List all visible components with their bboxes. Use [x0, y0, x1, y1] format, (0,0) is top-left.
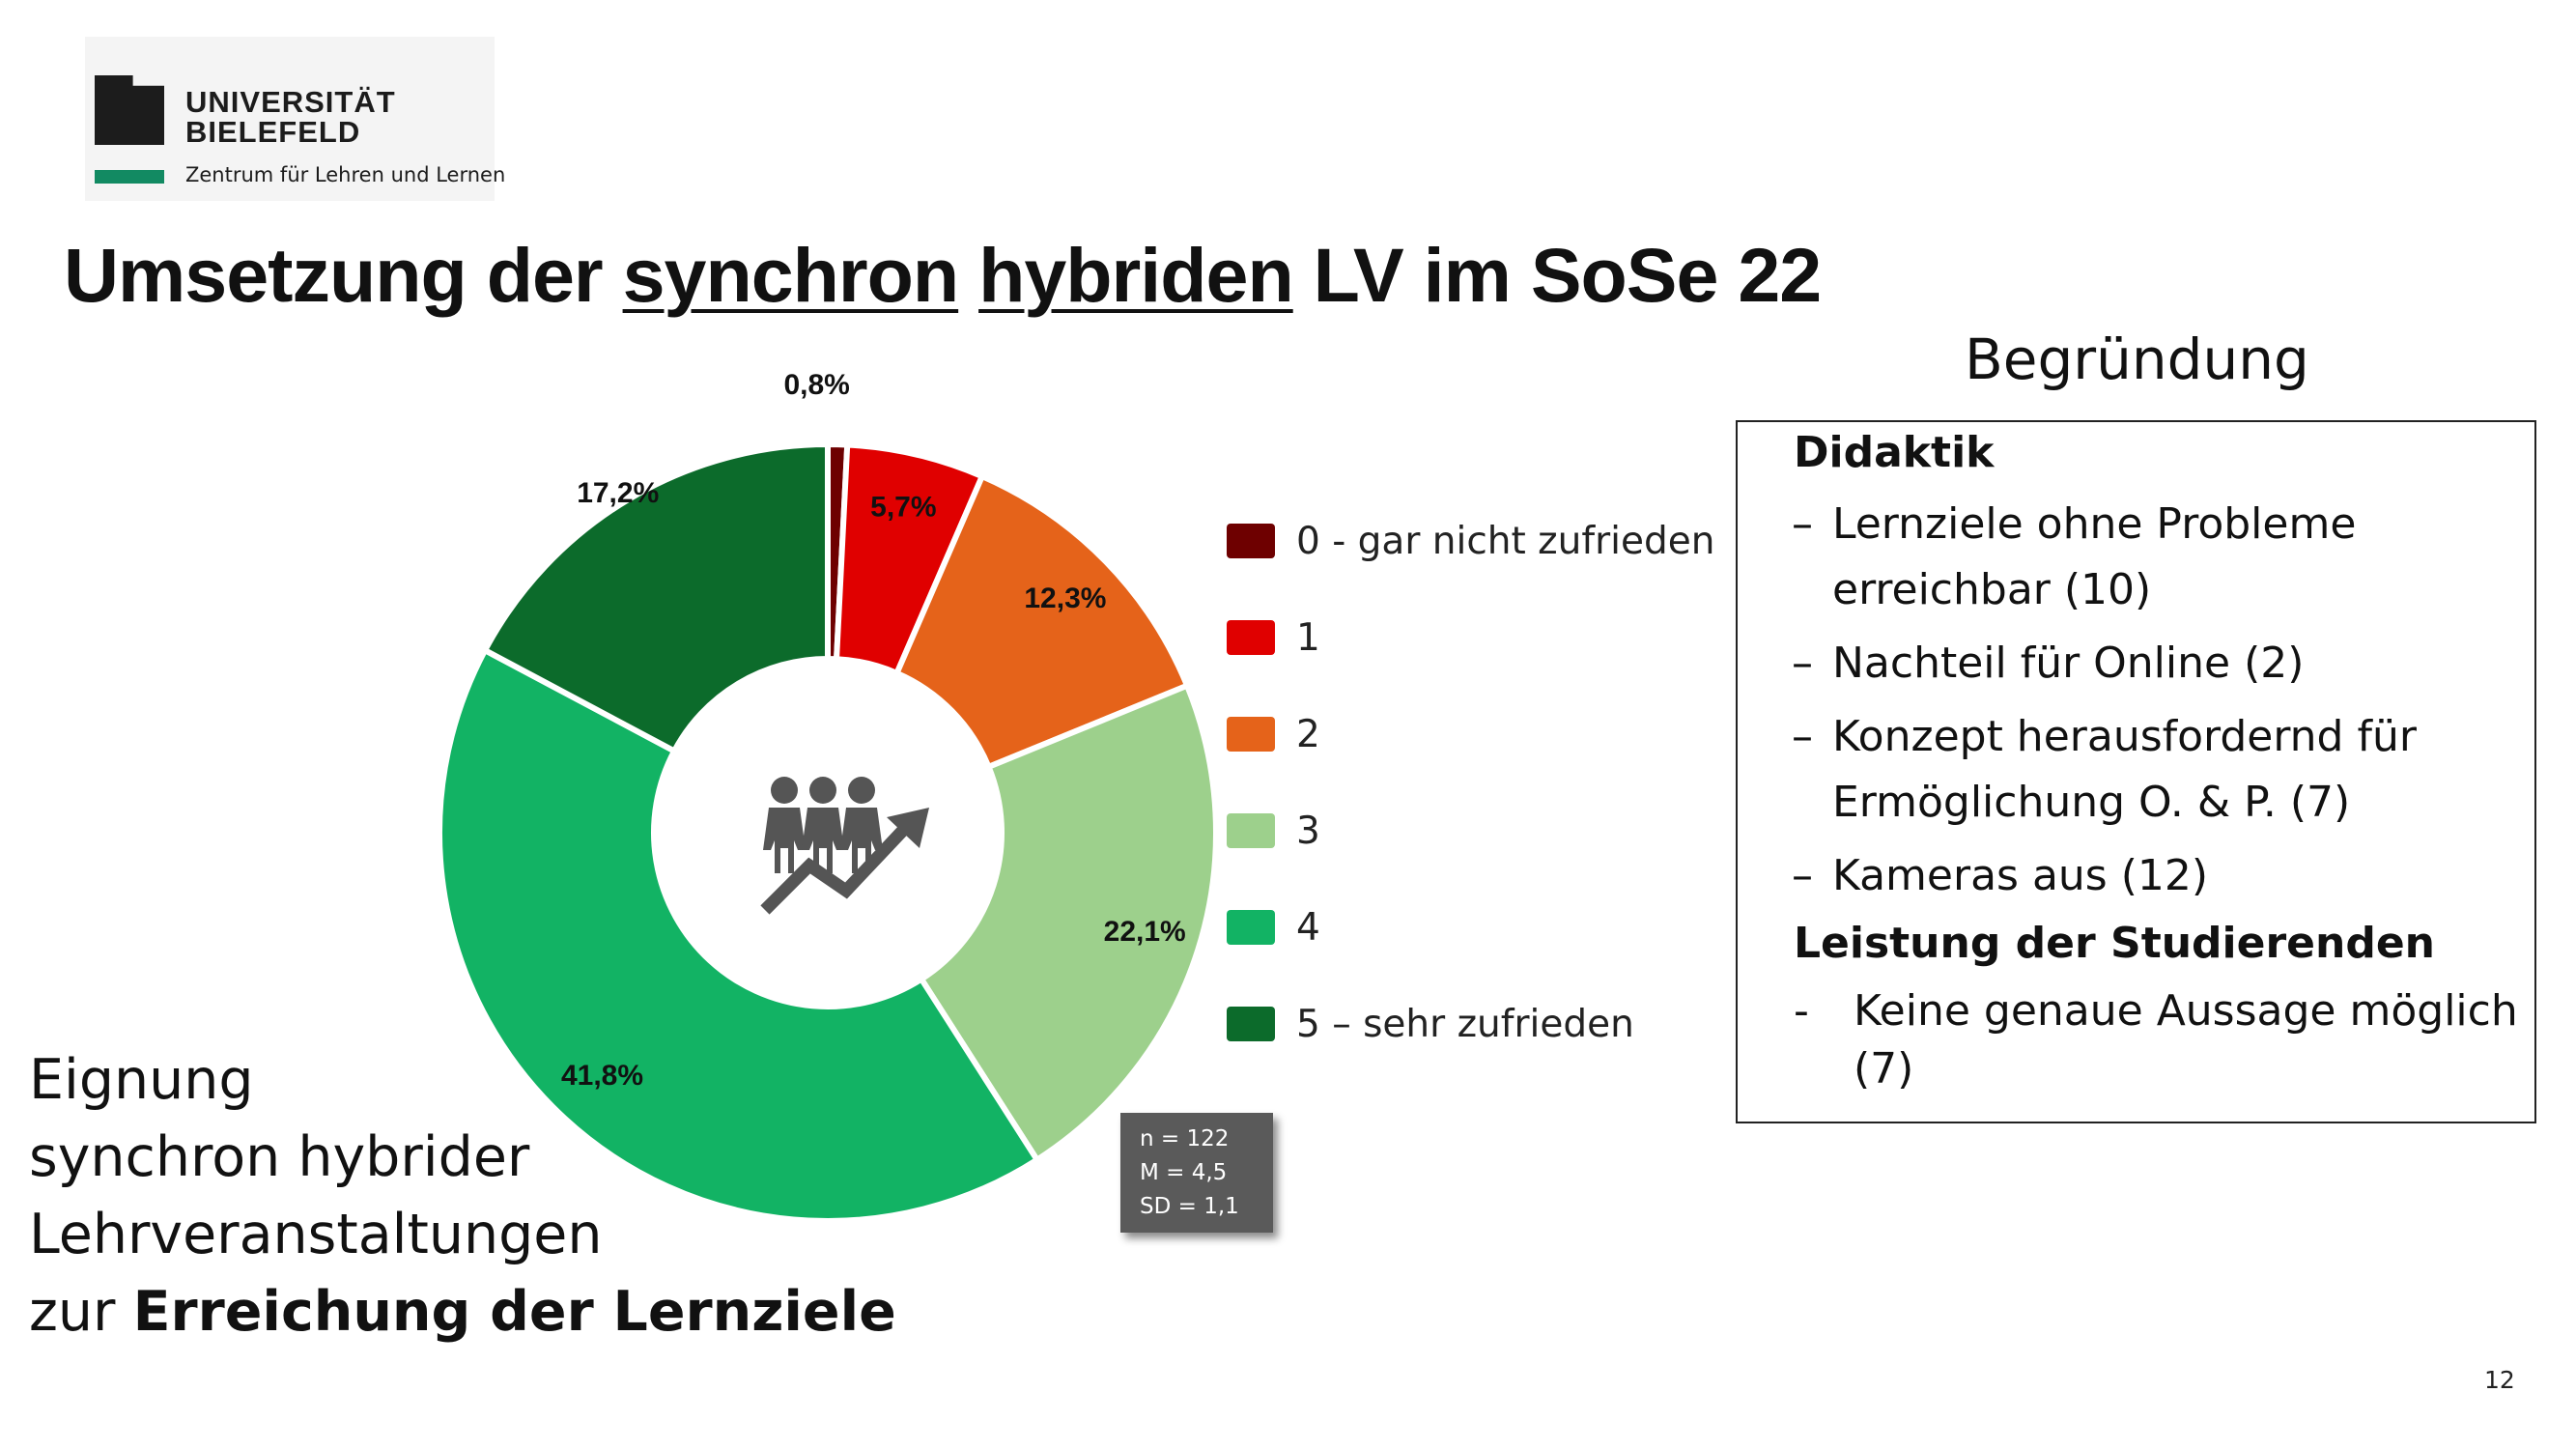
logo-name: UNIVERSITÄT BIELEFELD: [185, 87, 396, 147]
donut-slice-4: [437, 646, 1041, 1224]
caption-line3: Lehrveranstaltungen: [29, 1203, 603, 1266]
reason-item-4-line1: Kameras aus (12): [1832, 851, 2209, 900]
legend-swatch: [1227, 813, 1275, 848]
data-label-1: 5,7%: [870, 492, 936, 524]
donut-slices: [437, 440, 1219, 1224]
donut-slice-2: [892, 472, 1191, 771]
data-label-4: 41,8%: [561, 1060, 643, 1092]
legend-item-4: 4: [1227, 905, 1320, 950]
caption-line4-bold: Erreichung der Lernziele: [132, 1280, 896, 1344]
reason-dash: -: [1794, 986, 1809, 1036]
reason-dash: –: [1792, 639, 1813, 688]
legend-item-2: 2: [1227, 712, 1320, 756]
stats-mean: M = 4,5: [1140, 1160, 1228, 1185]
reason-dash: –: [1792, 712, 1813, 761]
caption-line4-prefix: zur: [29, 1280, 133, 1344]
legend-label: 5 – sehr zufrieden: [1296, 1002, 1634, 1046]
stats-box: n = 122 M = 4,5 SD = 1,1: [1120, 1113, 1273, 1233]
legend-swatch: [1227, 910, 1275, 945]
donut-slice-5: [481, 440, 831, 755]
reason-item-1-line2: erreichbar (10): [1832, 565, 2152, 614]
legend-swatch: [1227, 620, 1275, 655]
legend-label: 1: [1296, 615, 1320, 660]
legend-label: 2: [1296, 712, 1320, 756]
legend-item-1: 1: [1227, 615, 1320, 660]
data-label-3: 22,1%: [1104, 916, 1186, 948]
donut-data-labels: 0,8% 5,7% 12,3% 22,1% 41,8% 17,2%: [561, 369, 1186, 1092]
legend-swatch: [1227, 524, 1275, 558]
university-logo: UNIVERSITÄT BIELEFELD Zentrum für Lehren…: [85, 37, 505, 201]
reason-item-3-line2: Ermöglichung O. & P. (7): [1832, 778, 2351, 827]
page-number: 12: [2484, 1366, 2515, 1394]
legend-label: 4: [1296, 905, 1320, 950]
reason-item-3-line1: Konzept herausfordernd für: [1832, 712, 2417, 761]
legend-item-3: 3: [1227, 809, 1320, 853]
caption-line4: zur Erreichung der Lernziele: [29, 1273, 896, 1350]
reason-dash: –: [1792, 499, 1813, 549]
logo-accent-bar: [95, 170, 164, 184]
legend-swatch: [1227, 717, 1275, 752]
reason-item-5-line2: (7): [1854, 1044, 1914, 1094]
logo-name-line2: BIELEFELD: [185, 115, 361, 149]
reason-item-5-line1: Keine genaue Aussage möglich: [1854, 986, 2518, 1036]
slide-title: Umsetzung der synchron hybriden LV im So…: [64, 232, 1823, 319]
reason-item-1-line1: Lernziele ohne Probleme: [1832, 499, 2357, 549]
title-part1: Umsetzung der: [64, 232, 623, 318]
logo-mark-icon: [95, 75, 164, 145]
legend-label: 3: [1296, 809, 1320, 853]
stats-n: n = 122: [1140, 1126, 1230, 1151]
reason-item-2-line1: Nachteil für Online (2): [1832, 639, 2305, 688]
logo-name-line1: UNIVERSITÄT: [185, 85, 396, 119]
data-label-0: 0,8%: [783, 369, 849, 401]
people-growth-icon: [760, 777, 929, 915]
legend-swatch: [1227, 1007, 1275, 1041]
legend-label: 0 - gar nicht zufrieden: [1296, 519, 1715, 563]
caption-line1: Eignung: [29, 1048, 254, 1112]
reasons-section-leistung: Leistung der Studierenden: [1794, 919, 2435, 968]
title-underlined1: synchron: [622, 232, 960, 318]
logo-subtitle: Zentrum für Lehren und Lernen: [185, 163, 506, 186]
data-label-2: 12,3%: [1024, 582, 1106, 614]
chart-caption: Eignung synchron hybrider Lehrveranstalt…: [29, 1041, 896, 1350]
stats-sd: SD = 1,1: [1140, 1194, 1239, 1219]
caption-line2: synchron hybrider: [29, 1125, 530, 1189]
reasons-section-didaktik: Didaktik: [1794, 428, 1995, 477]
data-label-5: 17,2%: [577, 477, 659, 509]
legend-item-0: 0 - gar nicht zufrieden: [1227, 519, 1715, 563]
reason-dash: –: [1792, 851, 1813, 900]
reasons-title: Begründung: [1965, 327, 2309, 392]
legend-item-5: 5 – sehr zufrieden: [1227, 1002, 1634, 1046]
donut-slice-3: [917, 681, 1219, 1164]
title-underlined2: hybriden: [978, 232, 1294, 318]
reasons-box: Didaktik – Lernziele ohne Probleme errei…: [1736, 420, 2536, 1123]
title-part2: LV im SoSe 22: [1292, 232, 1823, 318]
